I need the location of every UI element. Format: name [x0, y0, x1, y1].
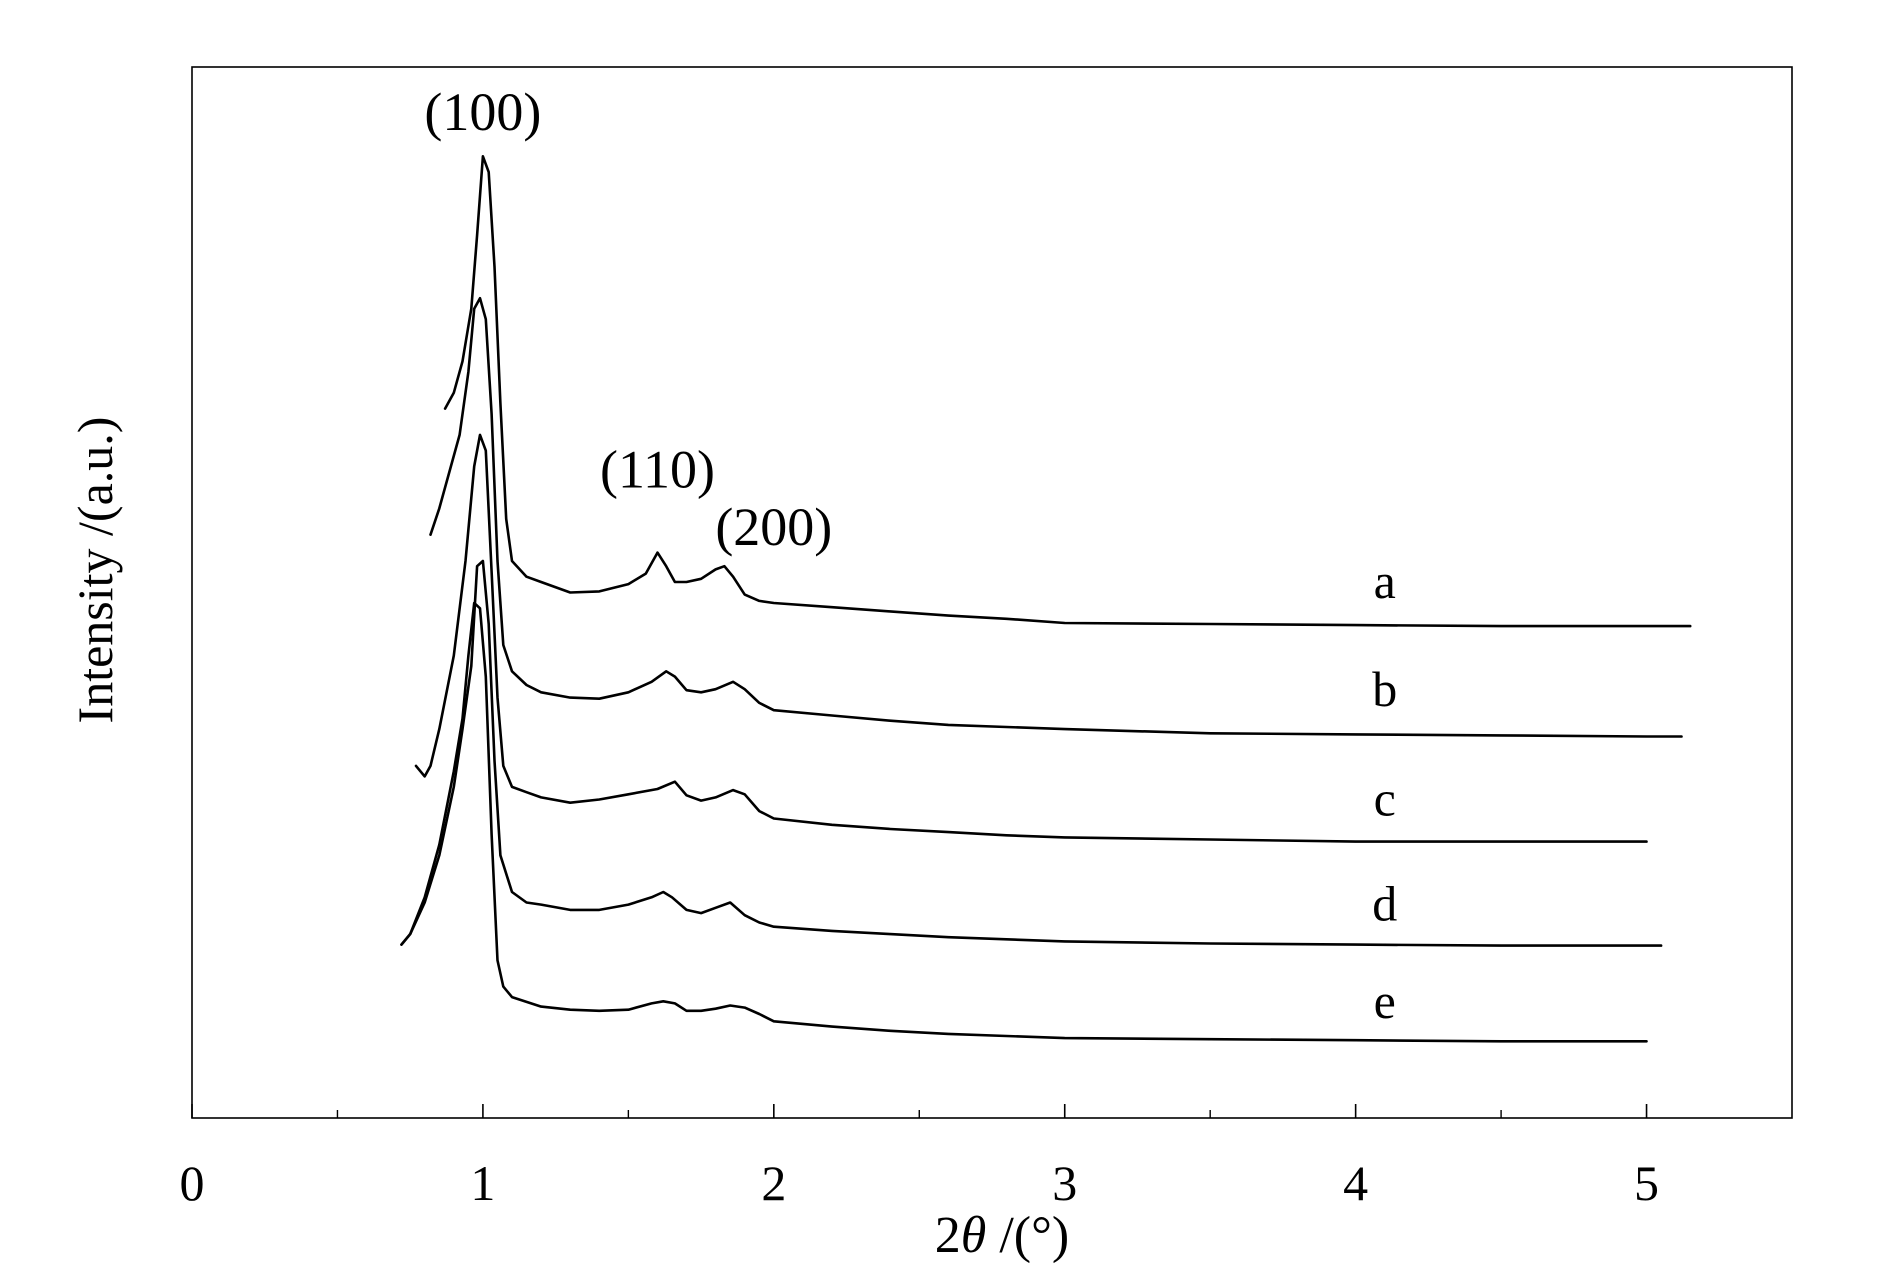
series-label-e: e — [1374, 973, 1396, 1029]
peak-annotation: (100) — [424, 82, 541, 142]
x-tick-label: 4 — [1343, 1155, 1368, 1211]
series-line-d — [400, 559, 1663, 947]
series-label-a: a — [1374, 553, 1396, 609]
x-axis: 0 1 2 3 4 5 — [180, 1104, 1659, 1211]
series-line-a — [443, 155, 1692, 628]
x-tick-label: 0 — [180, 1155, 205, 1211]
series-line-c — [414, 433, 1648, 843]
x-tick-label: 3 — [1052, 1155, 1077, 1211]
series-layer — [400, 155, 1692, 1043]
x-axis-label: 2θ /(°) — [935, 1207, 1069, 1264]
x-tick-label: 2 — [761, 1155, 786, 1211]
peak-annotation: (110) — [600, 439, 715, 499]
y-axis-label: Intensity /(a.u.) — [67, 417, 123, 724]
series-line-b — [429, 296, 1683, 738]
series-label-d: d — [1372, 875, 1397, 931]
peak-annotation: (200) — [715, 497, 832, 557]
plot-frame — [191, 66, 1793, 1119]
series-line-e — [400, 601, 1648, 1043]
series-label-b: b — [1372, 661, 1397, 717]
series-label-c: c — [1374, 770, 1396, 826]
x-tick-label: 1 — [470, 1155, 495, 1211]
x-tick-label: 5 — [1634, 1155, 1659, 1211]
annotation-layer: (100) (110)(200) — [424, 82, 832, 557]
